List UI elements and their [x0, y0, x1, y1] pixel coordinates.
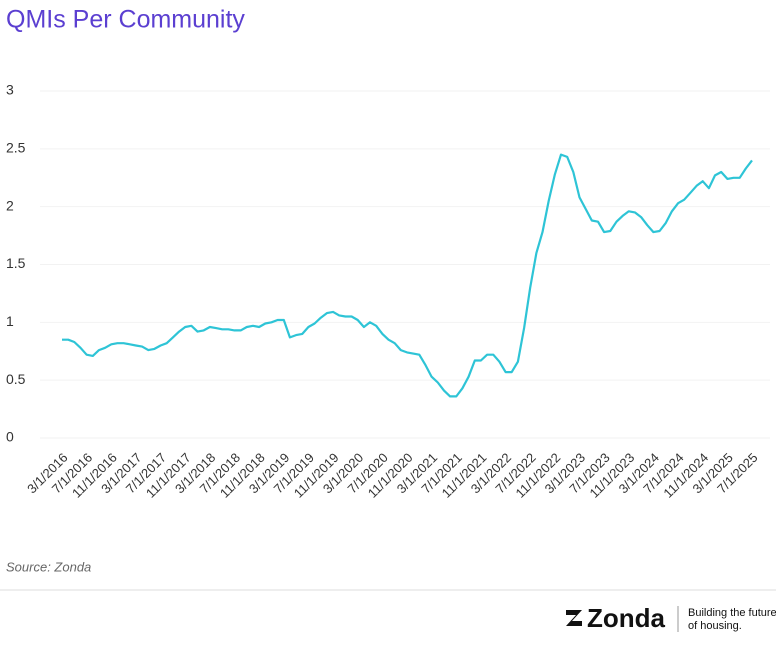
y-tick-label: 0.5 — [6, 371, 26, 387]
tagline: Building the future — [688, 607, 776, 619]
brand: Zonda — [587, 603, 666, 633]
logo-icon — [566, 610, 582, 626]
y-tick-label: 1.5 — [6, 255, 26, 271]
y-tick-label: 2 — [6, 197, 14, 213]
y-tick-label: 3 — [6, 82, 14, 98]
tagline: of housing. — [688, 620, 742, 632]
y-tick-label: 0 — [6, 429, 14, 445]
source: Source: Zonda — [6, 559, 91, 574]
line — [62, 153, 753, 398]
y-tick-label: 1 — [6, 313, 14, 329]
y-tick-label: 2.5 — [6, 140, 26, 156]
chart-title: QMIs Per Community — [6, 6, 245, 34]
